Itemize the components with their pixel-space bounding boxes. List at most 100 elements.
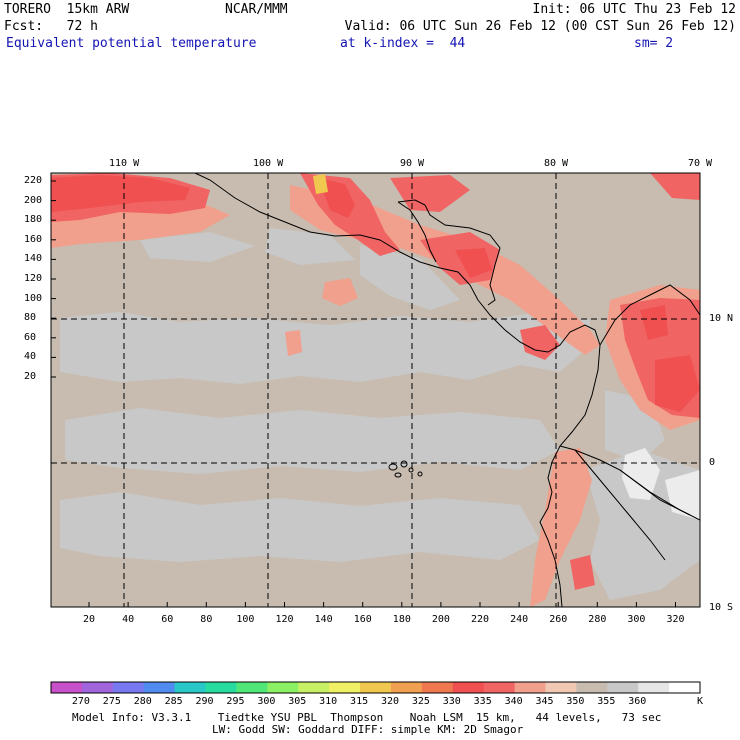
x-grid-label: 200 [431,614,450,625]
lon-label-110w: 110 W [109,158,140,169]
colorbar-swatch [390,682,423,693]
lon-label-100w: 100 W [253,158,284,169]
lon-label-80w: 80 W [544,158,569,169]
colorbar-label: 345 [535,696,554,707]
y-grid-label: 60 [24,331,37,343]
galapagos-islands [388,460,423,478]
y-grid-label: 20 [24,371,37,382]
colorbar-label: 300 [257,696,276,707]
model-info-line1: Model Info: V3.3.1 Tiedtke YSU PBL Thomp… [72,711,662,724]
colorbar-swatch [669,682,701,693]
colorbar-label: 295 [226,696,245,707]
axis-ticks [51,180,676,607]
colorbar-label: 290 [195,696,214,707]
x-grid-label: 80 [200,614,213,625]
colorbar-label: 275 [102,696,121,707]
colorbar-label: 270 [71,696,90,707]
lat-label-10n: 10 N [709,313,734,324]
colorbar-swatch [514,682,546,693]
x-grid-label: 260 [549,614,568,625]
y-grid-label: 180 [24,214,43,226]
colorbar-swatch [298,682,330,693]
x-grid-label: 280 [588,614,607,625]
level-label: at k-index = 44 [340,36,466,51]
colorbar-label: 315 [350,696,369,707]
forecast-hour: Fcst: 72 h [4,19,98,34]
colorbar-swatch [143,682,176,693]
lat-label-10s: 10 S [709,602,734,613]
grey-field-patches [60,228,700,600]
colorbar-label: 350 [566,696,585,707]
colorbar-swatch [112,682,145,693]
y-grid-label: 100 [24,292,43,304]
x-grid-label: 160 [353,614,372,625]
colorbar-frame [50,681,701,694]
y-grid-label: 140 [24,253,43,265]
lon-label-90w: 90 W [400,158,425,169]
colorbar [50,681,701,694]
colorbar-label: 305 [288,696,307,707]
y-grid-label: 40 [24,351,37,363]
x-grid-label: 20 [83,614,96,625]
colorbar-swatch [51,682,83,693]
lat-label-0: 0 [709,457,716,468]
y-grid-label: 160 [24,233,43,245]
colorbar-label: 325 [411,696,430,707]
colorbar-label: 335 [473,696,492,707]
high-theta-e-white [622,448,700,520]
x-grid-label: 320 [666,614,685,625]
colorbar-swatch [452,682,485,693]
colorbar-label: 340 [504,696,523,707]
y-grid-label: 200 [24,194,43,206]
coastlines [194,173,700,607]
map-frame [50,172,701,608]
y-grid-label: 80 [24,312,37,324]
graticule [51,173,700,607]
colorbar-label: 310 [319,696,338,707]
colorbar-label: 285 [164,696,183,707]
colorbar-unit: K [697,696,704,707]
x-grid-label: 60 [161,614,174,625]
x-grid-label: 140 [314,614,333,625]
x-grid-label: 300 [627,614,646,625]
colorbar-swatch [81,682,114,693]
model-name: TORERO 15km ARW [4,2,130,17]
colorbar-swatch [236,682,268,693]
valid-time: Valid: 06 UTC Sun 26 Feb 12 (00 CST Sun … [344,19,736,34]
x-grid-label: 240 [510,614,529,625]
orange-320-patches [313,174,328,194]
model-info-line2: LW: Godd SW: Goddard DIFF: simple KM: 2D… [212,723,524,736]
colorbar-swatch [483,682,516,693]
smoothing-label: sm= 2 [634,36,674,51]
colorbar-swatch [421,682,454,693]
red-330-cores [51,175,700,412]
colorbar-label: 360 [628,696,647,707]
colorbar-swatch [329,682,361,693]
colorbar-swatch [267,682,299,693]
colorbar-swatch [174,682,207,693]
colorbar-label: 330 [442,696,461,707]
colorbar-swatch [545,682,577,693]
x-grid-label: 40 [122,614,135,625]
colorbar-label: 320 [380,696,399,707]
colorbar-swatch [638,682,670,693]
colorbar-swatch [360,682,392,693]
y-grid-label: 220 [24,175,43,186]
map-field [51,173,700,607]
colorbar-swatch [607,682,639,693]
init-time: Init: 06 UTC Thu 23 Feb 12 [532,2,737,17]
colorbar-label: 355 [597,696,616,707]
x-grid-label: 180 [392,614,411,625]
x-grid-label: 100 [236,614,255,625]
colorbar-swatch [205,682,237,693]
lon-label-70w: 70 W [688,158,713,169]
x-grid-label: 220 [471,614,490,625]
field-name: Equivalent potential temperature [6,36,257,51]
colorbar-label: 280 [133,696,152,707]
y-grid-label: 120 [24,273,43,284]
x-grid-label: 120 [275,614,294,625]
colorbar-swatch [576,682,608,693]
center-name: NCAR/MMM [225,2,288,17]
